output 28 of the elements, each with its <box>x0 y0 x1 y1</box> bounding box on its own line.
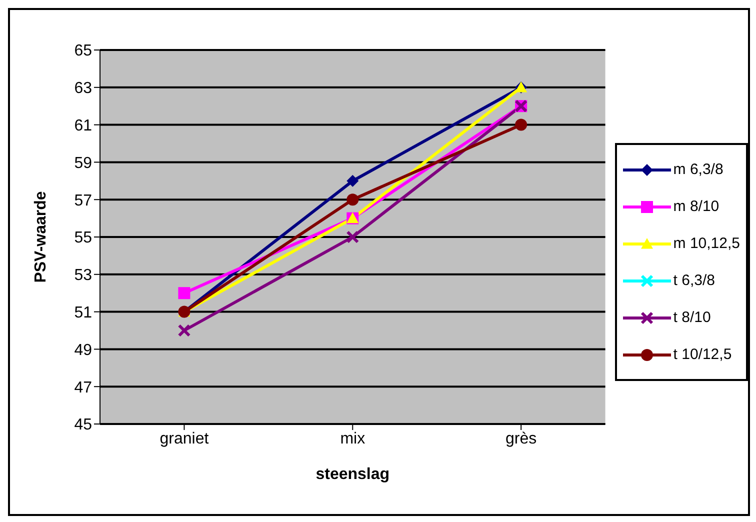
y-tick-label: 45 <box>74 416 92 434</box>
x-tick-label: graniet <box>160 430 210 448</box>
y-tick-label: 49 <box>74 342 92 359</box>
y-axis-title: PSV-waarde <box>32 191 50 283</box>
y-tick-label: 61 <box>74 117 92 134</box>
point <box>515 118 528 131</box>
y-tick-label: 63 <box>74 80 92 98</box>
y-tick-label: 55 <box>74 230 92 247</box>
legend-label: m 8/10 <box>673 198 720 215</box>
x-tick-label: mix <box>340 430 366 448</box>
point <box>346 174 359 187</box>
point <box>346 230 360 244</box>
y-tick-label: 53 <box>74 267 92 284</box>
legend-label: t 10/12,5 <box>673 346 732 363</box>
y-tick-label: 51 <box>74 304 92 322</box>
legend-label: t 6,3/8 <box>673 272 715 289</box>
y-tick-label: 59 <box>74 154 92 172</box>
point <box>178 324 191 337</box>
y-tick-label: 57 <box>74 192 92 210</box>
y-tick-label: 65 <box>74 42 92 60</box>
legend-label: m 6,3/8 <box>673 161 724 178</box>
x-tick-label: grès <box>506 430 537 448</box>
x-axis-title: steenslag <box>316 466 390 483</box>
point <box>178 287 190 300</box>
legend-label: t 8/10 <box>673 309 711 326</box>
point <box>346 194 359 206</box>
y-tick-label: 47 <box>74 379 92 396</box>
legend-label: m 10,12,5 <box>673 235 740 252</box>
